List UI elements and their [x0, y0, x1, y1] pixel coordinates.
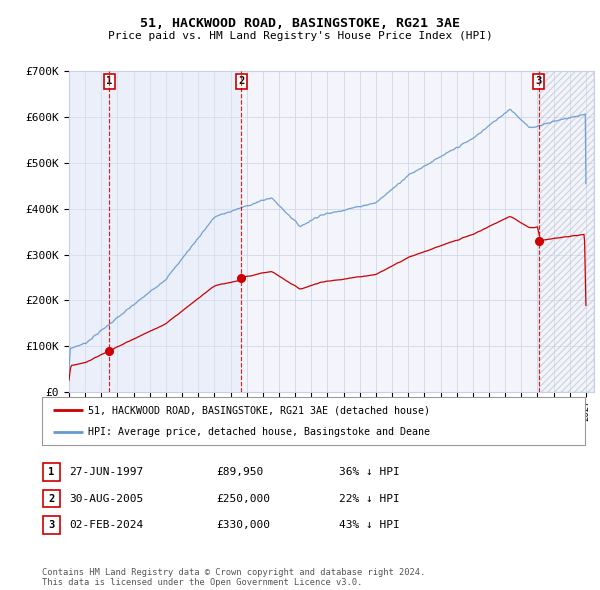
Bar	[109, 71, 241, 392]
FancyBboxPatch shape	[43, 490, 60, 507]
Text: 27-JUN-1997: 27-JUN-1997	[69, 467, 143, 477]
Text: £330,000: £330,000	[216, 520, 270, 530]
Text: 30-AUG-2005: 30-AUG-2005	[69, 494, 143, 503]
Text: 51, HACKWOOD ROAD, BASINGSTOKE, RG21 3AE (detached house): 51, HACKWOOD ROAD, BASINGSTOKE, RG21 3AE…	[88, 405, 430, 415]
Text: 3: 3	[536, 76, 542, 86]
Text: 2: 2	[238, 76, 244, 86]
Text: 2: 2	[49, 494, 55, 503]
Text: 36% ↓ HPI: 36% ↓ HPI	[339, 467, 400, 477]
FancyBboxPatch shape	[43, 463, 60, 481]
Text: Price paid vs. HM Land Registry's House Price Index (HPI): Price paid vs. HM Land Registry's House …	[107, 31, 493, 41]
Text: 51, HACKWOOD ROAD, BASINGSTOKE, RG21 3AE: 51, HACKWOOD ROAD, BASINGSTOKE, RG21 3AE	[140, 17, 460, 30]
Bar	[69, 71, 109, 392]
Text: 43% ↓ HPI: 43% ↓ HPI	[339, 520, 400, 530]
Bar	[241, 71, 539, 392]
Bar	[539, 71, 594, 392]
Text: 02-FEB-2024: 02-FEB-2024	[69, 520, 143, 530]
Text: 22% ↓ HPI: 22% ↓ HPI	[339, 494, 400, 503]
Text: 1: 1	[49, 467, 55, 477]
Text: HPI: Average price, detached house, Basingstoke and Deane: HPI: Average price, detached house, Basi…	[88, 427, 430, 437]
Text: £89,950: £89,950	[216, 467, 263, 477]
FancyBboxPatch shape	[42, 397, 585, 445]
Text: £250,000: £250,000	[216, 494, 270, 503]
Text: 1: 1	[106, 76, 112, 86]
Text: Contains HM Land Registry data © Crown copyright and database right 2024.
This d: Contains HM Land Registry data © Crown c…	[42, 568, 425, 587]
FancyBboxPatch shape	[43, 516, 60, 534]
Text: 3: 3	[49, 520, 55, 530]
